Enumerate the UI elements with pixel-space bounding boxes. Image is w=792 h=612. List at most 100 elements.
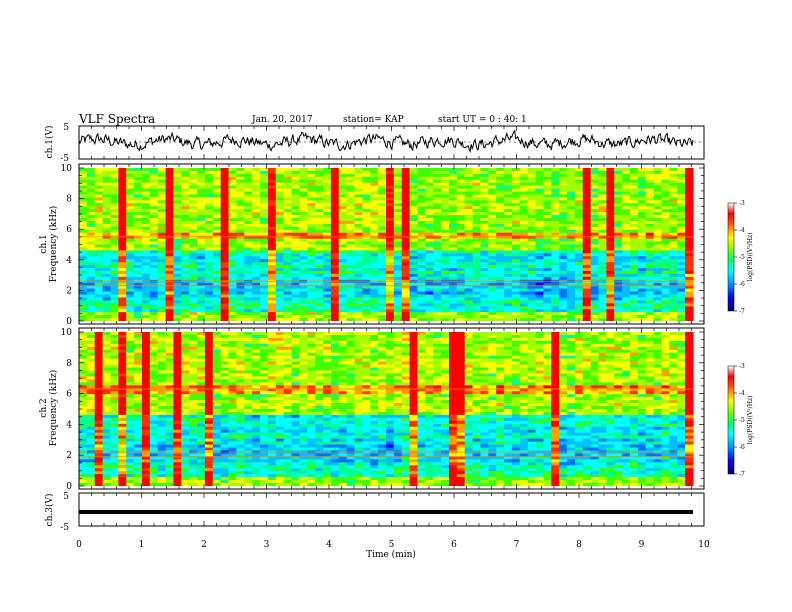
spectrogram-cell bbox=[448, 297, 458, 301]
spectrogram-cell bbox=[267, 282, 277, 287]
spectrogram-cell bbox=[283, 244, 293, 249]
spectrogram-cell bbox=[393, 212, 403, 216]
spectrogram-cell bbox=[330, 273, 340, 278]
spectrogram-cell bbox=[118, 426, 127, 431]
spectrogram-cell bbox=[212, 315, 222, 319]
spectrogram-cell bbox=[181, 265, 190, 269]
spectrogram-cell bbox=[582, 220, 592, 225]
colorbar-tick-label: -3 bbox=[739, 200, 745, 207]
spectrogram-cell bbox=[441, 309, 450, 313]
spectrogram-cell bbox=[94, 462, 104, 466]
spectrogram-cell bbox=[637, 176, 647, 181]
spectrogram-cell bbox=[189, 318, 198, 321]
spectrogram-cell bbox=[260, 244, 269, 249]
spectrogram-cell bbox=[118, 355, 127, 360]
spectrogram-cell bbox=[362, 285, 371, 290]
spectrogram-cell bbox=[94, 218, 104, 222]
spectrogram-cell bbox=[126, 385, 135, 389]
spectrogram-cell bbox=[173, 300, 182, 304]
spectrogram-cell bbox=[165, 282, 175, 287]
spectrogram-cell bbox=[141, 352, 151, 357]
spectrogram-cell bbox=[189, 256, 198, 260]
spectrogram-cell bbox=[496, 173, 505, 178]
spectrogram-cell bbox=[409, 241, 419, 246]
spectrogram-cell bbox=[165, 265, 175, 269]
spectrogram-cell bbox=[425, 276, 434, 281]
spectrogram-cell bbox=[393, 185, 403, 190]
spectrogram-cell bbox=[590, 238, 600, 243]
spectrogram-cell bbox=[330, 226, 340, 231]
spectrogram-cell bbox=[637, 288, 647, 293]
spectrogram-cell bbox=[370, 288, 379, 293]
spectrogram-cell bbox=[315, 282, 324, 287]
spectrogram-cell bbox=[685, 188, 694, 193]
spectrogram-cell bbox=[425, 253, 434, 257]
spectrogram-cell bbox=[134, 182, 143, 187]
spectrogram-cell bbox=[685, 170, 694, 175]
spectrogram-cell bbox=[472, 303, 482, 307]
spectrogram-cell bbox=[645, 265, 655, 269]
spectrogram-cell bbox=[197, 250, 206, 254]
ch1-waveform-panel: 5 -5 ch.1(V) bbox=[44, 123, 705, 164]
spectrogram-cell bbox=[559, 209, 568, 213]
spectrogram-cell bbox=[362, 182, 371, 187]
spectrogram-cell bbox=[141, 262, 151, 266]
spectrogram-cell bbox=[212, 206, 222, 210]
spectrogram-cell bbox=[165, 340, 175, 345]
spectrogram-cell bbox=[338, 220, 348, 225]
spectrogram-cell bbox=[504, 191, 513, 196]
spectrogram-cell bbox=[425, 218, 434, 222]
spectrogram-cell bbox=[504, 223, 513, 228]
spectrogram-cell bbox=[181, 206, 190, 210]
spectrogram-cell bbox=[362, 241, 371, 246]
spectrogram-cell bbox=[165, 259, 175, 263]
spectrogram-cell bbox=[94, 453, 104, 457]
spectrogram-cell bbox=[386, 188, 395, 193]
spectrogram-cell bbox=[685, 247, 694, 251]
spectrogram-cell bbox=[338, 206, 348, 210]
spectrogram-cell bbox=[315, 253, 324, 257]
spectrogram-cell bbox=[488, 203, 497, 207]
spectrogram-cell bbox=[94, 209, 104, 213]
spectrogram-cell bbox=[551, 235, 560, 240]
spectrogram-cell bbox=[110, 426, 119, 431]
spectrogram-cell bbox=[606, 229, 615, 234]
spectrogram-cell bbox=[535, 250, 545, 254]
spectrogram-cell bbox=[504, 253, 513, 257]
spectrogram-cell bbox=[346, 182, 356, 187]
spectrogram-cell bbox=[677, 318, 686, 321]
spectrogram-cell bbox=[472, 235, 482, 240]
spectrogram-cell bbox=[622, 194, 631, 199]
spectrogram-cell bbox=[212, 168, 222, 172]
spectrogram-cell bbox=[291, 235, 301, 240]
spectrogram-cell bbox=[252, 209, 261, 213]
spectrogram-cell bbox=[118, 349, 127, 354]
spectrogram-cell bbox=[425, 194, 434, 199]
spectrogram-cell bbox=[244, 288, 253, 293]
spectrogram-cell bbox=[141, 215, 151, 219]
spectrogram-cell bbox=[79, 471, 88, 475]
spectrogram-cell bbox=[102, 471, 112, 475]
spectrogram-cell bbox=[220, 194, 230, 199]
spectrogram-cell bbox=[94, 468, 104, 472]
spectrogram-cell bbox=[149, 185, 159, 190]
spectrogram-cell bbox=[464, 303, 474, 307]
spectrogram-cell bbox=[527, 212, 537, 216]
spectrogram-cell bbox=[543, 318, 552, 321]
spectrogram-cell bbox=[496, 226, 505, 231]
spectrogram-cell bbox=[86, 209, 96, 213]
spectrogram-cell bbox=[291, 191, 301, 196]
spectrogram-cell bbox=[197, 209, 206, 213]
spectrogram-cell bbox=[464, 182, 474, 187]
spectrogram-cell bbox=[559, 191, 568, 196]
spectrogram-cell bbox=[567, 209, 576, 213]
spectrogram-cell bbox=[582, 285, 592, 290]
spectrogram-cell bbox=[346, 173, 356, 178]
spectrogram-cell bbox=[456, 206, 466, 210]
spectrogram-cell bbox=[433, 282, 442, 287]
spectrogram-cell bbox=[260, 188, 269, 193]
spectrogram-cell bbox=[244, 173, 253, 178]
spectrogram-cell bbox=[94, 370, 104, 375]
spectrogram-cell bbox=[346, 306, 356, 310]
spectrogram-cell bbox=[283, 312, 293, 316]
